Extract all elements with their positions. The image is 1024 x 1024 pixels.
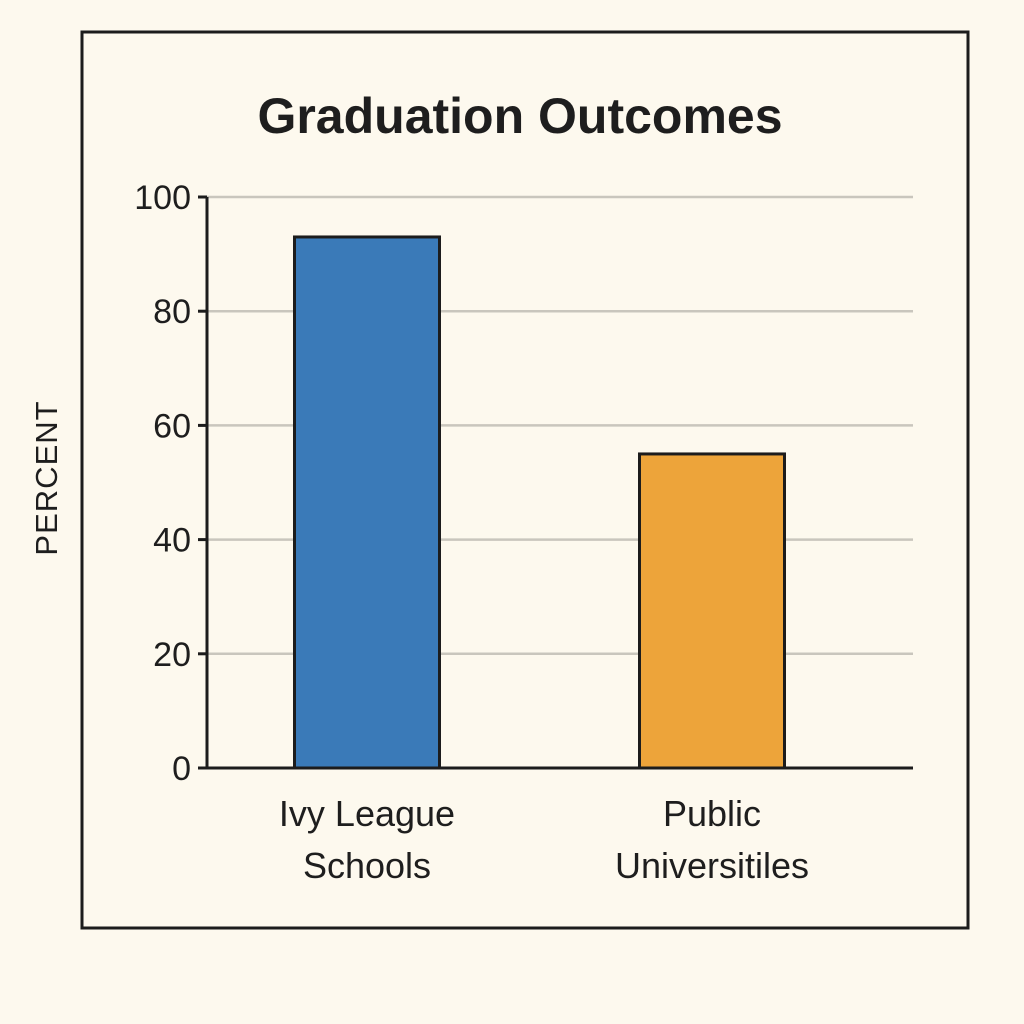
- y-tick-label-40: 40: [153, 522, 191, 560]
- bar-1: [638, 452, 786, 770]
- y-tick-label-0: 0: [172, 750, 191, 788]
- bars: [293, 235, 786, 770]
- x-tick-label-line: Schools: [303, 845, 431, 886]
- y-tick-label-20: 20: [153, 636, 191, 674]
- x-tick-label-1: Public Universitiles: [615, 793, 809, 886]
- y-tick-label-60: 60: [153, 407, 191, 445]
- y-ticks: 0 20 40 60 80 100: [134, 179, 207, 788]
- axes: [205, 197, 913, 770]
- x-tick-label-line: Ivy League: [279, 793, 455, 834]
- y-tick-label-100: 100: [134, 179, 191, 217]
- x-ticks: Ivy League Schools Public Universitiles: [279, 793, 809, 886]
- y-tick-label-80: 80: [153, 293, 191, 331]
- y-axis-label: PERCENT: [29, 400, 64, 555]
- x-tick-label-line: Public: [663, 793, 761, 834]
- chart-title: Graduation Outcomes: [257, 88, 782, 144]
- bar-0: [293, 235, 441, 770]
- chart-frame: [80, 30, 970, 930]
- x-tick-label-0: Ivy League Schools: [279, 793, 455, 886]
- x-tick-label-line: Universitiles: [615, 845, 809, 886]
